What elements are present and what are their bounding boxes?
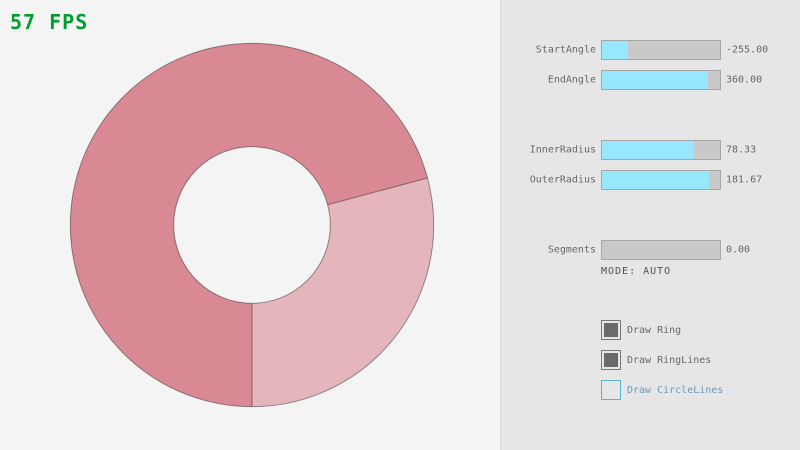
checkbox-draw-ringlines[interactable]: Draw RingLines: [601, 350, 711, 370]
checkbox-draw-ring[interactable]: Draw Ring: [601, 320, 681, 340]
render-canvas: 57 FPS: [10, 10, 435, 408]
draw-circlelines-checkbox-box[interactable]: [601, 380, 621, 400]
outer-radius-slider-fill: [602, 171, 710, 189]
start-angle-slider-fill: [602, 41, 628, 59]
start-angle-slider[interactable]: [601, 40, 721, 60]
inner-radius-slider-fill: [602, 141, 695, 159]
checkbox-draw-circlelines[interactable]: Draw CircleLines: [601, 380, 723, 400]
ring-outer-outline: [69, 42, 435, 408]
end-angle-value: 360.00: [726, 74, 763, 86]
draw-circlelines-checkbox-label: Draw CircleLines: [627, 384, 724, 396]
inner-radius-slider[interactable]: [601, 140, 721, 160]
ring-sector-double-pass: [70, 43, 428, 407]
inner-radius-label: InnerRadius: [529, 144, 596, 156]
slider-row-inner-radius: InnerRadius 78.33: [501, 140, 800, 160]
end-angle-slider[interactable]: [601, 70, 721, 90]
draw-ring-checkbox-box[interactable]: [601, 320, 621, 340]
draw-ring-checkbox-label: Draw Ring: [627, 324, 682, 336]
end-angle-label: EndAngle: [547, 74, 596, 86]
segments-slider[interactable]: [601, 240, 721, 260]
draw-ringlines-checkbox-box[interactable]: [601, 350, 621, 370]
segments-mode-label: MODE: AUTO: [601, 266, 672, 277]
outer-radius-value: 181.67: [726, 174, 763, 186]
ring-inner-outline: [173, 146, 331, 304]
slider-row-outer-radius: OuterRadius 181.67: [501, 170, 800, 190]
ring-radial-line: [327, 177, 428, 206]
ring-chart: [69, 42, 435, 408]
segments-label: Segments: [547, 244, 596, 256]
end-angle-slider-fill: [602, 71, 709, 89]
fps-counter: 57 FPS: [10, 10, 89, 34]
slider-row-segments: Segments 0.00: [501, 240, 800, 260]
start-angle-value: -255.00: [726, 44, 769, 56]
outer-radius-slider[interactable]: [601, 170, 721, 190]
slider-row-start-angle: StartAngle -255.00: [501, 40, 800, 60]
draw-ringlines-checkbox-label: Draw RingLines: [627, 354, 712, 366]
start-angle-label: StartAngle: [535, 44, 596, 56]
outer-radius-label: OuterRadius: [529, 174, 596, 186]
segments-value: 0.00: [726, 244, 751, 256]
slider-row-end-angle: EndAngle 360.00: [501, 70, 800, 90]
ring-sector-single-pass: [252, 177, 434, 407]
check-mark: [604, 323, 618, 337]
controls-panel: StartAngle -255.00 EndAngle 360.00 Inner…: [500, 0, 800, 450]
check-mark: [604, 353, 618, 367]
inner-radius-value: 78.33: [726, 144, 757, 156]
